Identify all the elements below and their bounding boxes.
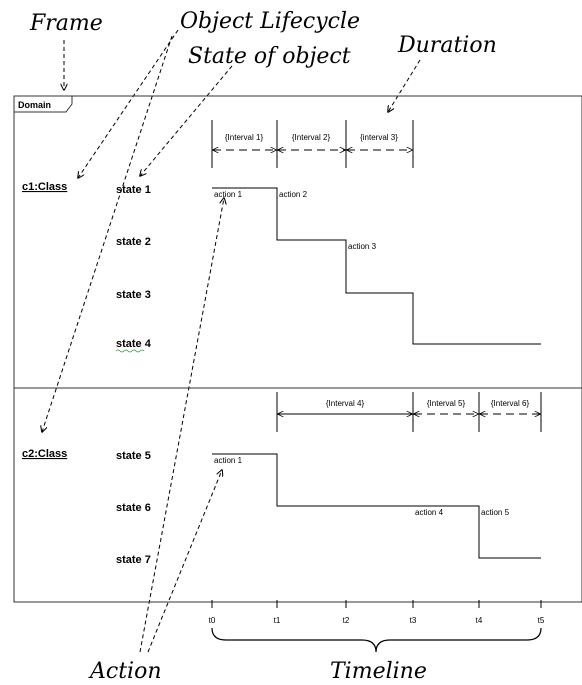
callout-state-of-object: State of object <box>188 44 351 69</box>
duration-arrow <box>388 59 421 112</box>
state-timeline-c1 <box>212 187 541 345</box>
state-label: state 7 <box>116 554 151 566</box>
time-tick-label: t0 <box>209 616 216 625</box>
callout-duration: Duration <box>397 33 497 58</box>
state-label: state 5 <box>116 450 151 462</box>
interval-label: {Interval 5} <box>427 399 466 408</box>
lifecycle-arrow-c2 <box>42 35 173 432</box>
time-tick-label: t2 <box>343 616 350 625</box>
duration-constraints-c2 <box>276 392 542 432</box>
interval-label: {interval 3} <box>360 133 398 142</box>
frame-name: Domain <box>18 100 51 110</box>
action-label: action 4 <box>415 508 444 517</box>
callout-object-lifecycle: Object Lifecycle <box>180 9 360 34</box>
callout-timeline: Timeline <box>330 659 427 684</box>
frame-name-tab <box>14 96 73 113</box>
frame-border <box>13 95 582 603</box>
interval-label: {Interval 2} <box>292 133 331 142</box>
class-label-c1: c1:Class <box>22 181 67 193</box>
action-arrow-1 <box>139 198 224 653</box>
lifecycle-arrow-c1 <box>78 29 179 178</box>
interval-label: {Interval 6} <box>491 399 530 408</box>
time-axis-ticks <box>211 600 542 608</box>
state-label: state 1 <box>116 184 151 196</box>
time-tick-label: t4 <box>476 616 483 625</box>
class-label-c2: c2:Class <box>22 448 67 460</box>
state-label: state 6 <box>116 502 151 514</box>
duration-constraints-c1 <box>211 120 414 168</box>
action-label: action 2 <box>279 190 308 199</box>
callout-frame: Frame <box>29 11 103 36</box>
state-label: state 2 <box>116 236 151 248</box>
action-label: action 1 <box>214 456 243 465</box>
time-tick-label: t5 <box>538 616 545 625</box>
interval-label: {Interval 1} <box>225 133 264 142</box>
action-label: action 1 <box>214 190 243 199</box>
interval-label: {Interval 4} <box>326 399 365 408</box>
timeline-brace <box>211 627 542 653</box>
time-tick-label: t1 <box>274 616 281 625</box>
callout-action: Action <box>88 659 162 684</box>
state-label: state 3 <box>116 289 151 301</box>
action-label: action 3 <box>348 242 377 251</box>
state-timeline-c2 <box>212 453 541 559</box>
action-arrow-2 <box>147 470 222 653</box>
state-label: state 4 <box>116 338 152 350</box>
state-of-object-arrow <box>140 65 233 176</box>
callout-arrows <box>42 29 421 653</box>
spellcheck-underline <box>115 349 145 353</box>
time-tick-label: t3 <box>410 616 417 625</box>
action-label: action 5 <box>481 508 510 517</box>
